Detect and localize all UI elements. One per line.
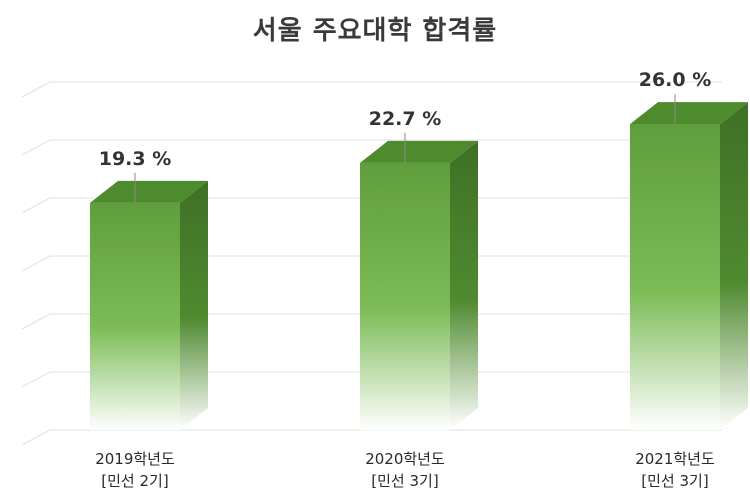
bar-side (180, 180, 208, 430)
data-label: 22.7 % (369, 108, 442, 130)
grid-line (21, 371, 51, 388)
data-label: 19.3 % (99, 148, 172, 170)
bar-top (630, 102, 748, 125)
bar-front (90, 202, 180, 430)
labels: 19.3 % 2019학년도 [민선 2기] 22.7 % 2020학년도 [민선 3기]… (95, 69, 715, 490)
x-tick-label: [민선 2기] (101, 472, 168, 490)
x-tick-label: [민선 3기] (371, 472, 438, 490)
chart-title: 서울 주요대학 합격률 (252, 16, 498, 46)
x-tick-label: 2020학년도 (365, 450, 445, 468)
grid-line (21, 197, 51, 214)
bar-top (360, 140, 478, 163)
bar-top (90, 180, 208, 203)
bar-front (360, 162, 450, 430)
grid-line (21, 429, 51, 446)
bar-side (450, 140, 478, 430)
x-tick-label: 2021학년도 (635, 450, 715, 468)
bars (90, 102, 748, 431)
grid-line (21, 81, 51, 98)
bar-front (630, 124, 720, 431)
data-label: 26.0 % (639, 69, 712, 91)
bar-side (720, 102, 748, 431)
grid-line (21, 313, 51, 330)
grid-line (21, 255, 51, 272)
x-tick-label: 2019학년도 (95, 450, 175, 468)
grid-line (21, 139, 51, 156)
x-tick-label: [민선 3기] (641, 472, 708, 490)
